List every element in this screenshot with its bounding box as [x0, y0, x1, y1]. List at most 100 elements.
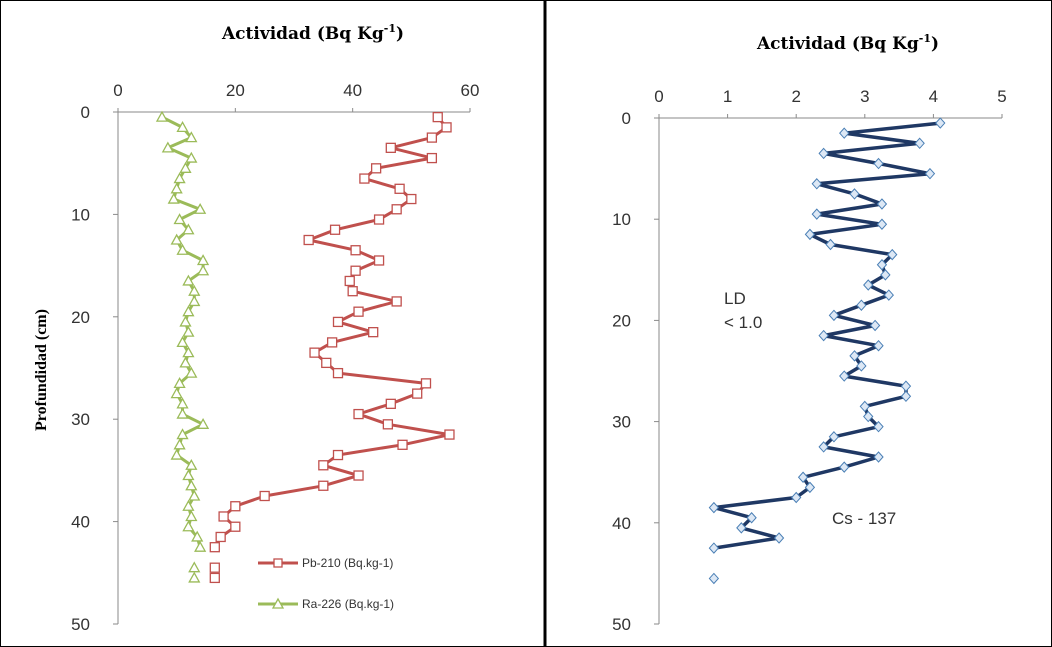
data-point-1: [179, 161, 192, 173]
data-point-0: [412, 388, 423, 399]
data-point-0: [849, 188, 860, 200]
data-point-0: [914, 137, 925, 150]
data-point-0: [353, 408, 364, 420]
data-point-0: [309, 347, 320, 358]
data-point-0: [839, 370, 850, 382]
data-point-0: [444, 429, 455, 440]
data-point-1: [182, 469, 195, 481]
y-tick-label: 50: [612, 615, 631, 634]
chart-right: Actividad (Bq Kg-1) 0 1 2 3 4 5 0 10 20 30 40 50 L…: [612, 32, 1007, 634]
data-point-0: [804, 228, 816, 241]
data-point-1: [185, 479, 198, 491]
data-point-0: [385, 398, 396, 409]
data-point-0: [825, 238, 836, 251]
data-point-0: [791, 491, 802, 504]
data-point-1: [170, 387, 183, 399]
legend-entry-ra226: Ra-226 (Bq.kg-1): [258, 597, 394, 611]
data-point-0: [344, 275, 355, 287]
data-point-1: [188, 295, 201, 307]
y-tick-label: 10: [71, 205, 90, 224]
data-point-1: [176, 121, 189, 133]
legend-marker-triangle: [271, 597, 285, 609]
x-tick-label: 20: [226, 81, 245, 100]
data-point-0: [230, 501, 241, 512]
data-point-0: [876, 218, 888, 231]
data-point-0: [736, 522, 747, 534]
data-point-1: [194, 540, 207, 552]
data-point-0: [859, 400, 870, 413]
chart-right-title: Actividad (Bq Kg-1): [756, 32, 939, 54]
data-point-1: [182, 305, 195, 317]
data-point-0: [849, 350, 860, 362]
data-point-1: [170, 448, 183, 460]
y-tick-label: 50: [71, 615, 90, 634]
data-point-0: [209, 542, 220, 553]
data-point-0: [420, 378, 432, 389]
data-point-0: [394, 183, 405, 194]
data-point-0: [391, 296, 402, 307]
data-point-0: [811, 178, 822, 190]
data-point-0: [391, 204, 402, 215]
data-point-0: [370, 163, 382, 174]
data-point-0: [873, 339, 884, 352]
data-point-0: [353, 470, 364, 481]
data-point-0: [880, 269, 891, 281]
data-point-0: [209, 562, 220, 573]
data-point-0: [708, 542, 720, 554]
data-point-0: [863, 410, 874, 423]
data-point-1: [185, 151, 198, 163]
chart-left-x-ticks: 0 20 40 60: [113, 81, 479, 112]
data-point-0: [432, 111, 443, 123]
data-point-1: [176, 336, 189, 348]
data-point-1: [182, 346, 195, 358]
data-point-0: [876, 198, 888, 210]
x-tick-label: 1: [723, 87, 732, 106]
data-point-0: [326, 337, 338, 348]
annotation-ld: LD: [724, 289, 746, 308]
annotation-cs137: Cs - 137: [832, 509, 896, 528]
data-point-0: [797, 471, 809, 484]
data-point-1: [170, 233, 183, 245]
data-point-1: [182, 223, 195, 235]
data-point-1: [167, 192, 180, 204]
y-tick-label: 30: [71, 410, 90, 429]
y-tick-label: 0: [622, 109, 631, 128]
data-point-0: [869, 319, 881, 332]
data-point-0: [828, 431, 840, 443]
data-point-0: [209, 572, 220, 584]
data-point-1: [182, 325, 195, 337]
x-tick-label: 3: [860, 87, 869, 106]
data-point-1: [155, 110, 169, 122]
data-point-0: [828, 309, 840, 322]
data-point-0: [818, 329, 829, 342]
data-point-0: [856, 299, 867, 311]
data-point-0: [883, 289, 894, 301]
chart-right-y-ticks: 0 10 20 30 40 50: [612, 109, 659, 634]
data-point-0: [811, 208, 822, 220]
data-point-0: [708, 501, 720, 514]
data-point-0: [318, 480, 329, 491]
data-point-1: [185, 366, 198, 378]
data-point-0: [818, 147, 829, 160]
data-point-1: [179, 356, 192, 368]
data-point-1: [194, 202, 207, 214]
data-point-1: [191, 530, 204, 542]
chart-left: Actividad (Bq Kg-1) Profundidad (cm) 0 20…: [33, 22, 479, 634]
data-point-0: [406, 193, 417, 205]
data-point-0: [373, 214, 385, 225]
data-point-1: [185, 131, 198, 143]
chart-left-y-ticks: 0 10 20 30 40 50: [71, 103, 118, 634]
data-point-1: [176, 243, 189, 255]
data-point-1: [182, 274, 195, 286]
y-tick-label: 40: [612, 514, 631, 533]
x-tick-label: 2: [791, 87, 800, 106]
data-point-0: [873, 157, 884, 170]
data-point-1: [173, 438, 186, 450]
data-point-0: [332, 316, 344, 328]
legend-label-pb210: Pb-210 (Bq.kg-1): [302, 556, 393, 570]
chart-left-title: Actividad (Bq Kg-1): [221, 22, 404, 44]
y-tick-label: 40: [71, 513, 90, 532]
y-tick-label: 10: [612, 210, 631, 229]
x-tick-label: 5: [997, 87, 1006, 106]
